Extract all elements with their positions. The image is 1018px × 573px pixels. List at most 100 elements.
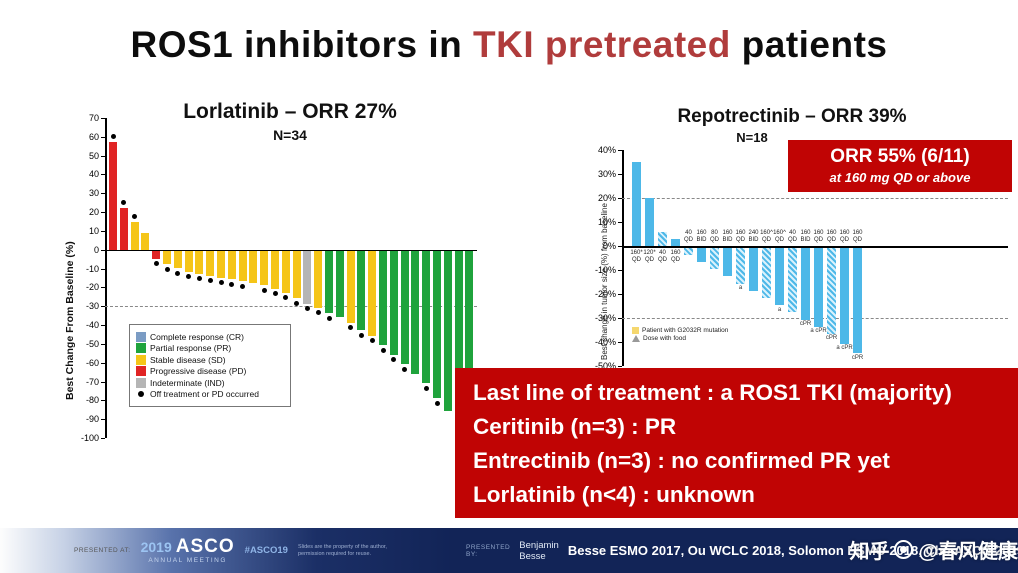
asco-logo-top: 2019 ASCO	[141, 537, 235, 556]
footer-right: PRESENTED BY: Benjamin Besse Besse ESMO …	[452, 528, 1018, 573]
legend-item: Progressive disease (PD)	[136, 366, 284, 376]
tick-mark	[101, 287, 105, 289]
reference-line-minus30	[105, 306, 477, 308]
page-title: ROS1 inhibitors in TKI pretreated patien…	[0, 24, 1018, 66]
repotrectinib-waterfall-plot: Patient with G2032R mutation Dose with fo…	[595, 145, 1008, 371]
watermark-site: 知乎	[849, 541, 890, 563]
ytick-label: 70	[88, 113, 99, 123]
lorlatinib-chart-title: Lorlatinib – ORR 27%	[183, 100, 397, 123]
dose-schedule: BID	[800, 236, 811, 243]
title-accent: TKI pretreated	[473, 24, 731, 65]
dose-schedule: QD	[853, 236, 862, 243]
off-treatment-dot	[153, 261, 159, 267]
watermark-handle: @春风健康	[918, 541, 1018, 563]
dose-label: 80 QD	[707, 230, 723, 243]
ytick-label: 50	[88, 150, 99, 161]
title-part2: patients	[730, 24, 888, 65]
waterfall-bar	[684, 247, 693, 255]
off-treatment-dot	[175, 270, 181, 276]
asco-year: 2019	[140, 538, 172, 555]
bar-note: cPR	[825, 335, 838, 342]
waterfall-bar	[206, 251, 215, 276]
footer-left: PRESENTED AT: 2019 ASCO ANNUAL MEETING #…	[0, 528, 452, 573]
repotrectinib-chart-title: Repotrectinib – ORR 39%	[677, 106, 907, 127]
off-treatment-dot	[261, 287, 267, 293]
dose-label: 160 QD	[850, 230, 866, 243]
waterfall-bar	[314, 251, 323, 308]
last-line-treatment-box: Last line of treatment : a ROS1 TKI (maj…	[455, 368, 1018, 518]
legend-item: Off treatment or PD occurred	[136, 389, 284, 399]
dose-schedule: QD	[840, 236, 849, 243]
tick-mark	[101, 155, 105, 157]
dose-amount: 160^	[760, 230, 773, 236]
ytick-label: 40%	[597, 145, 616, 155]
legend-marker	[138, 391, 144, 397]
legend-marker	[632, 327, 639, 334]
tick-mark	[101, 343, 105, 345]
title-part1: ROS1 inhibitors in	[130, 24, 474, 65]
footer-bar: PRESENTED AT: 2019 ASCO ANNUAL MEETING #…	[0, 528, 1018, 573]
waterfall-bar	[645, 198, 654, 246]
ytick-label: -50	[85, 338, 99, 349]
dose-amount: 160	[722, 230, 733, 236]
dose-schedule: QD	[645, 256, 654, 263]
hashtag: #ASCO19	[244, 545, 288, 556]
tick-mark	[101, 193, 105, 195]
waterfall-bar	[801, 247, 810, 320]
tick-mark	[101, 362, 105, 364]
ytick-label: -50%	[594, 361, 616, 371]
ytick-label: 30%	[597, 169, 616, 179]
ytick-label: 20	[88, 207, 99, 218]
legend-item: Patient with G2032R mutation	[632, 327, 728, 334]
dose-label: 40 QD	[681, 230, 697, 243]
dose-schedule: QD	[658, 256, 667, 263]
dose-label: 160 QD	[824, 230, 840, 243]
ytick-label: 30	[88, 188, 99, 199]
legend-marker	[632, 335, 640, 342]
dose-amount: 160	[670, 250, 681, 256]
dose-amount: 40	[789, 230, 796, 236]
waterfall-bar	[443, 251, 452, 412]
tick-mark	[618, 294, 622, 295]
off-treatment-dot	[196, 276, 202, 282]
waterfall-bar	[632, 162, 641, 246]
waterfall-bar	[130, 221, 139, 250]
ytick-label: -60	[85, 357, 99, 368]
waterfall-bar	[840, 247, 849, 344]
tick-mark	[618, 198, 622, 199]
dose-label: 160* QD	[629, 250, 645, 263]
off-treatment-dot	[272, 291, 278, 297]
tick-mark	[101, 174, 105, 176]
dose-schedule: QD	[762, 236, 771, 243]
off-treatment-dot	[358, 332, 364, 338]
dose-amount: 40	[659, 250, 666, 256]
legend-label: Indeterminate (IND)	[150, 377, 225, 388]
waterfall-bar	[814, 247, 823, 327]
tick-mark	[618, 246, 622, 247]
y-axis-line	[105, 118, 107, 438]
waterfall-bar	[389, 251, 398, 355]
slide-disclaimer: Slides are the property of the author, p…	[297, 543, 387, 557]
waterfall-bar	[710, 247, 719, 270]
dose-amount: 160	[813, 230, 824, 236]
dose-amount: 160	[839, 230, 850, 236]
waterfall-bar	[400, 251, 409, 365]
legend-label: Dose with food	[643, 335, 686, 342]
waterfall-bar	[260, 251, 269, 286]
waterfall-bar	[788, 247, 797, 313]
legend-marker	[136, 343, 146, 353]
waterfall-bar	[163, 251, 171, 265]
off-treatment-dot	[326, 315, 332, 321]
bar-note: cPR	[799, 321, 812, 327]
tick-mark	[101, 438, 105, 439]
asco-subtitle: ANNUAL MEETING	[148, 556, 227, 564]
dose-schedule: BID	[748, 236, 759, 243]
orr-callout-line2: at 160 mg QD or above	[829, 170, 971, 185]
waterfall-bar	[195, 251, 204, 274]
ytick-label: 0	[93, 244, 99, 255]
waterfall-bar	[109, 142, 117, 250]
dose-schedule: QD	[710, 236, 719, 243]
legend-label: Patient with G2032R mutation	[642, 327, 729, 334]
waterfall-bar	[227, 251, 236, 280]
tick-mark	[101, 400, 105, 402]
